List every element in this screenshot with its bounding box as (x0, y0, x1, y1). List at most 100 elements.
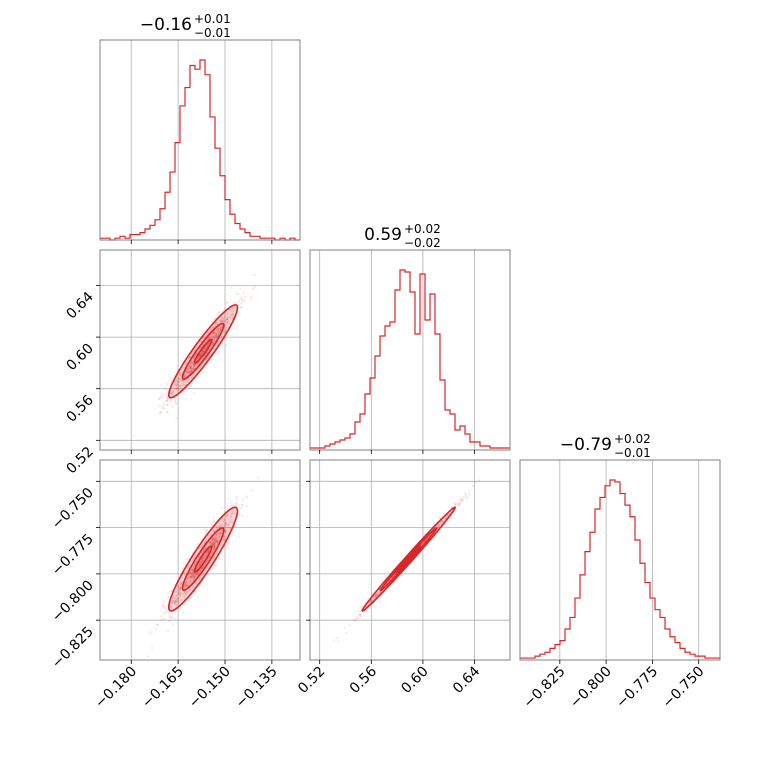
sample-point (224, 515, 228, 518)
sample-point (157, 397, 161, 400)
sample-point (178, 371, 181, 374)
sample-point (253, 285, 256, 289)
sample-point (175, 599, 178, 602)
sample-point (209, 541, 212, 544)
sample-point (213, 331, 216, 335)
sample-point (205, 560, 208, 564)
sample-point (210, 541, 213, 544)
sample-point (212, 538, 215, 541)
sample-point (205, 333, 208, 336)
sample-point (204, 554, 207, 557)
sample-point (164, 607, 167, 610)
sample-point (231, 316, 234, 319)
sample-point (440, 522, 443, 525)
sample-point (203, 347, 206, 350)
sample-point (199, 569, 202, 572)
sample-point (237, 293, 240, 296)
sample-point (172, 599, 175, 603)
sample-point (171, 391, 174, 394)
sample-point (215, 526, 218, 529)
sample-point (217, 311, 220, 314)
sample-point (349, 624, 352, 627)
y-tick-label: −0.800 (49, 577, 97, 625)
sample-point (202, 565, 205, 569)
sample-point (215, 322, 219, 325)
sample-point (192, 372, 195, 376)
sample-point (204, 556, 207, 559)
sample-point (187, 574, 191, 577)
sample-point (228, 309, 231, 312)
sample-point (176, 376, 179, 380)
sample-point (174, 380, 177, 383)
sample-point (183, 583, 187, 587)
sample-point (219, 325, 222, 328)
sample-point (188, 564, 191, 567)
sample-point (216, 333, 219, 336)
sample-point (204, 354, 207, 357)
sample-point (170, 602, 174, 605)
sample-point (223, 314, 226, 317)
title-minus: −0.02 (404, 236, 441, 250)
sample-point (215, 538, 219, 542)
sample-point (228, 322, 231, 325)
sample-point (156, 623, 159, 626)
sample-point (219, 525, 222, 528)
sample-point (167, 595, 170, 598)
sample-point (191, 569, 195, 572)
sample-point (182, 572, 186, 575)
histogram-panel: 0.59 +0.02−0.02 (309, 222, 511, 454)
sample-point (226, 317, 229, 321)
sample-point (211, 342, 214, 345)
sample-point (167, 597, 170, 600)
sample-point (192, 364, 195, 367)
sample-point (216, 540, 219, 543)
sample-point (182, 594, 185, 597)
sample-point (213, 541, 216, 544)
sample-point (213, 547, 216, 550)
sample-point (221, 316, 224, 320)
sample-point (211, 548, 215, 552)
sample-point (187, 378, 190, 382)
sample-point (173, 591, 177, 594)
sample-point (185, 370, 188, 373)
sample-point (190, 361, 194, 364)
sample-point (178, 385, 181, 388)
sample-point (173, 383, 177, 386)
sample-point (166, 397, 169, 400)
sample-point (223, 329, 226, 333)
sample-point (201, 558, 204, 561)
sample-point (186, 581, 190, 584)
sample-point (192, 364, 195, 368)
sample-point (213, 538, 217, 541)
sample-point (459, 498, 462, 501)
sample-point (208, 329, 211, 332)
sample-point (223, 519, 227, 522)
sample-point (228, 520, 232, 523)
sample-point (219, 320, 223, 323)
sample-point (219, 524, 222, 528)
sample-point (200, 568, 203, 571)
sample-point (223, 539, 226, 542)
sample-point (189, 365, 192, 369)
sample-point (199, 569, 202, 572)
sample-point (221, 538, 225, 542)
sample-point (189, 355, 192, 358)
sample-point (171, 391, 174, 395)
sample-point (220, 335, 223, 338)
sample-point (224, 522, 227, 525)
sample-point (375, 593, 378, 596)
sample-point (201, 561, 204, 564)
sample-point (183, 563, 187, 566)
sample-point (173, 600, 177, 603)
sample-point (179, 594, 182, 597)
sample-point (198, 577, 201, 580)
sample-point (183, 590, 186, 593)
sample-point (215, 539, 218, 542)
sample-point (165, 400, 168, 403)
sample-point (187, 386, 191, 389)
sample-point (171, 601, 174, 604)
sample-point (211, 559, 214, 562)
sample-point (203, 563, 206, 566)
sample-point (212, 331, 216, 335)
sample-point (215, 333, 218, 336)
